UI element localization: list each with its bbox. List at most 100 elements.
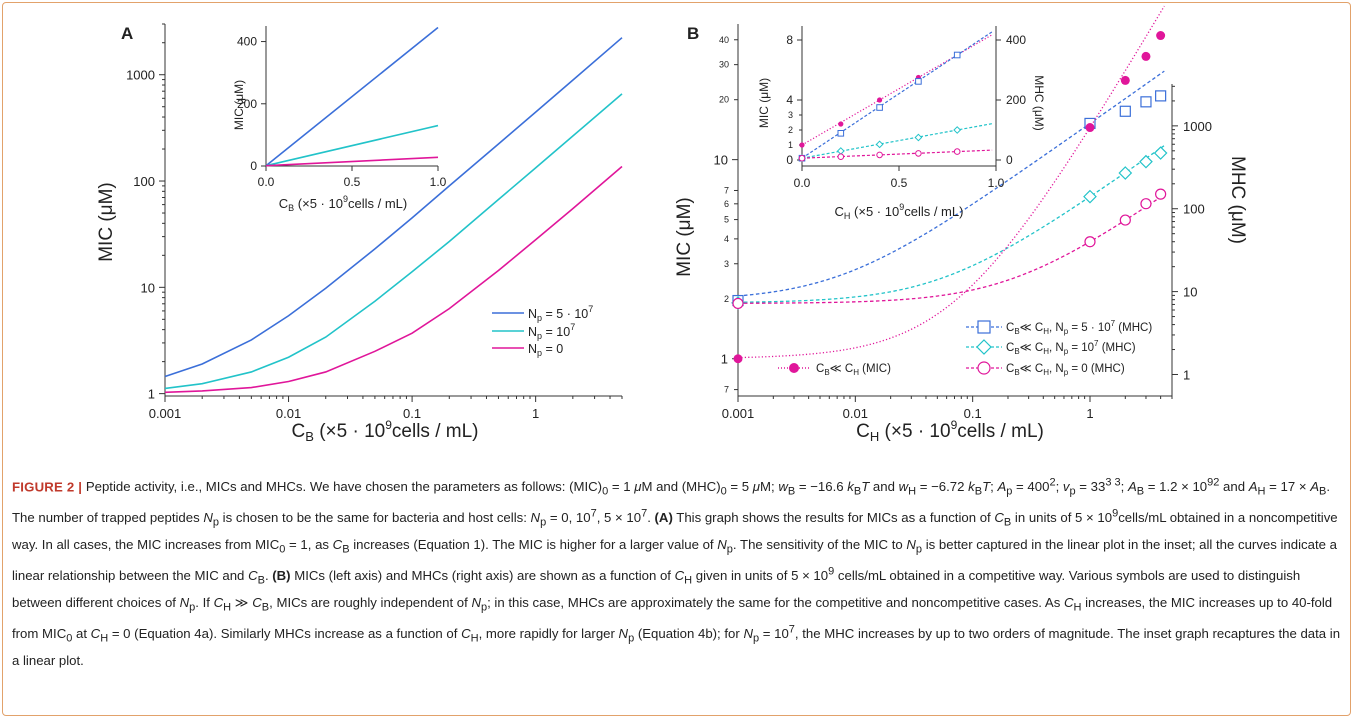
inset-marker-diamond — [953, 126, 962, 134]
marker-dot — [733, 354, 743, 364]
x-tick-label: 1 — [532, 406, 539, 421]
inset-y-tick-label: 0 — [250, 159, 257, 173]
inset-x-tick-label: 1.0 — [430, 175, 447, 189]
panel-b-series — [731, 5, 1168, 364]
y-minor-label: 40 — [719, 35, 729, 45]
marker-dot — [1156, 31, 1166, 41]
panel-a-ylabel: MIC (μM) — [96, 182, 117, 262]
inset-y-tick-label: 400 — [237, 35, 257, 49]
y-minor-label: 20 — [719, 95, 729, 105]
marker-circle — [1155, 188, 1167, 200]
series-line-1 — [164, 93, 623, 390]
y-minor-label: 30 — [719, 60, 729, 70]
svg-text:CB (×5 · 109cells / mL): CB (×5 · 109cells / mL) — [279, 194, 407, 213]
marker-circle — [1140, 198, 1152, 210]
marker-diamond — [1139, 154, 1153, 169]
panel-b-xlabel: CH (×5 · 109cells / mL) — [856, 418, 1044, 444]
figure-caption: FIGURE 2 | Peptide activity, i.e., MICs … — [12, 473, 1342, 672]
svg-text:MHC (μM): MHC (μM) — [1032, 75, 1046, 131]
panel-a-series — [164, 37, 623, 394]
svg-text:MIC (μM): MIC (μM) — [232, 80, 246, 130]
marker-dot — [1085, 123, 1095, 133]
marker-circle — [732, 297, 744, 310]
panel-b-yticks: 1 10 7 2 3 4 5 6 7 20 30 40 — [714, 35, 738, 395]
marker-square — [1155, 90, 1167, 102]
series-line-0 — [737, 70, 1165, 297]
inset-x-tick-label: 0.0 — [258, 175, 275, 189]
inset-y-tick-label: 200 — [237, 97, 257, 111]
y-tick-label: 1 — [721, 352, 728, 367]
y-minor-label: 7 — [724, 185, 729, 195]
svg-text:MIC (μM): MIC (μM) — [757, 78, 771, 128]
inset-marker-dot — [799, 142, 805, 148]
x-tick-label: 0.001 — [722, 406, 755, 421]
inset-series-line-0 — [801, 34, 993, 146]
y2-tick-label: 10 — [1183, 285, 1197, 300]
inset-x-tick-label: 1.0 — [988, 176, 1005, 190]
y-minor-label: 5 — [724, 215, 729, 225]
panel-b-xticks: 0.001 0.01 0.1 1 — [722, 396, 1173, 421]
marker-diamond — [1153, 146, 1168, 160]
svg-text:CB≪ CH, Np = 107 (MHC): CB≪ CH, Np = 107 (MHC) — [1006, 339, 1136, 356]
y-tick-label: 10 — [141, 280, 155, 295]
panel-b-y2ticks: 1 10 100 1000 — [1172, 85, 1212, 382]
inset-marker-circle — [798, 154, 806, 162]
inset-y-minor-label: 1 — [788, 140, 793, 150]
x-tick-label: 0.001 — [149, 406, 182, 421]
inset-marker-dot — [838, 121, 844, 127]
inset-y2-tick-label: 200 — [1006, 93, 1026, 107]
inset-marker-square — [915, 78, 922, 85]
inset-y-minor-label: 3 — [788, 110, 793, 120]
figure-number: FIGURE 2 | — [12, 479, 83, 495]
panel-b-label: B — [687, 24, 699, 43]
inset-series-line-0 — [265, 26, 439, 167]
y-tick-label: 1 — [148, 387, 155, 402]
x-tick-label: 0.1 — [403, 406, 421, 421]
panel-b-axes — [737, 24, 1173, 397]
panel-a-xlabel: CB (×5 · 109cells / mL) — [292, 418, 479, 444]
inset-y-tick-label: 8 — [786, 33, 793, 47]
panel-b-ylabel: MIC (μM) — [674, 197, 695, 277]
marker-diamond — [1118, 166, 1133, 180]
inset-marker-square — [953, 51, 961, 59]
x-tick-label: 0.1 — [964, 406, 982, 421]
y2-tick-label: 1000 — [1183, 119, 1212, 134]
inset-marker-circle — [915, 150, 922, 157]
inset-marker-square — [837, 130, 845, 137]
panel-b-y2label: MHC (μM) — [1227, 156, 1248, 244]
y-minor-label: 6 — [724, 199, 729, 209]
inset-x-tick-label: 0.5 — [344, 175, 361, 189]
y-tick-label: 100 — [133, 174, 155, 189]
svg-text:Np = 0: Np = 0 — [528, 342, 563, 358]
inset-marker-diamond — [914, 133, 923, 142]
y2-tick-label: 1 — [1183, 367, 1190, 382]
y-minor-label: 7 — [724, 385, 729, 395]
panel-a-inset: 0 200 400 0.0 0.5 1.0 MIC (μM) CB (×5 · 109ce… — [232, 26, 447, 213]
svg-text:CB≪ CH (MIC): CB≪ CH (MIC) — [816, 363, 891, 377]
marker-circle — [1119, 214, 1131, 226]
marker-diamond — [1083, 189, 1097, 204]
inset-y2-tick-label: 400 — [1006, 33, 1026, 47]
inset-series-line-2 — [265, 156, 439, 167]
x-tick-label: 0.01 — [843, 406, 868, 421]
marker-square — [1119, 105, 1131, 117]
x-tick-label: 0.01 — [276, 406, 301, 421]
caption-text: Peptide activity, i.e., MICs and MHCs. W… — [12, 477, 1341, 668]
series-line-0 — [164, 37, 623, 378]
svg-text:Np = 107: Np = 107 — [528, 322, 575, 341]
series-line-3 — [737, 5, 1165, 359]
series-line-2 — [164, 165, 623, 394]
inset-y-tick-label: 0 — [786, 153, 793, 167]
inset-marker-diamond — [875, 140, 884, 149]
marker-dot — [1120, 75, 1130, 85]
inset-y-tick-label: 4 — [786, 93, 793, 107]
y-minor-label: 3 — [724, 259, 729, 269]
inset-x-tick-label: 0.0 — [794, 176, 811, 190]
y-tick-label: 10 — [714, 153, 728, 168]
inset-series-line-3 — [801, 149, 993, 159]
svg-text:CB≪ CH, Np = 5 · 107 (MHC): CB≪ CH, Np = 5 · 107 (MHC) — [1006, 319, 1152, 336]
inset-marker-circle — [876, 151, 883, 159]
svg-text:Np = 5 · 107: Np = 5 · 107 — [528, 304, 593, 323]
